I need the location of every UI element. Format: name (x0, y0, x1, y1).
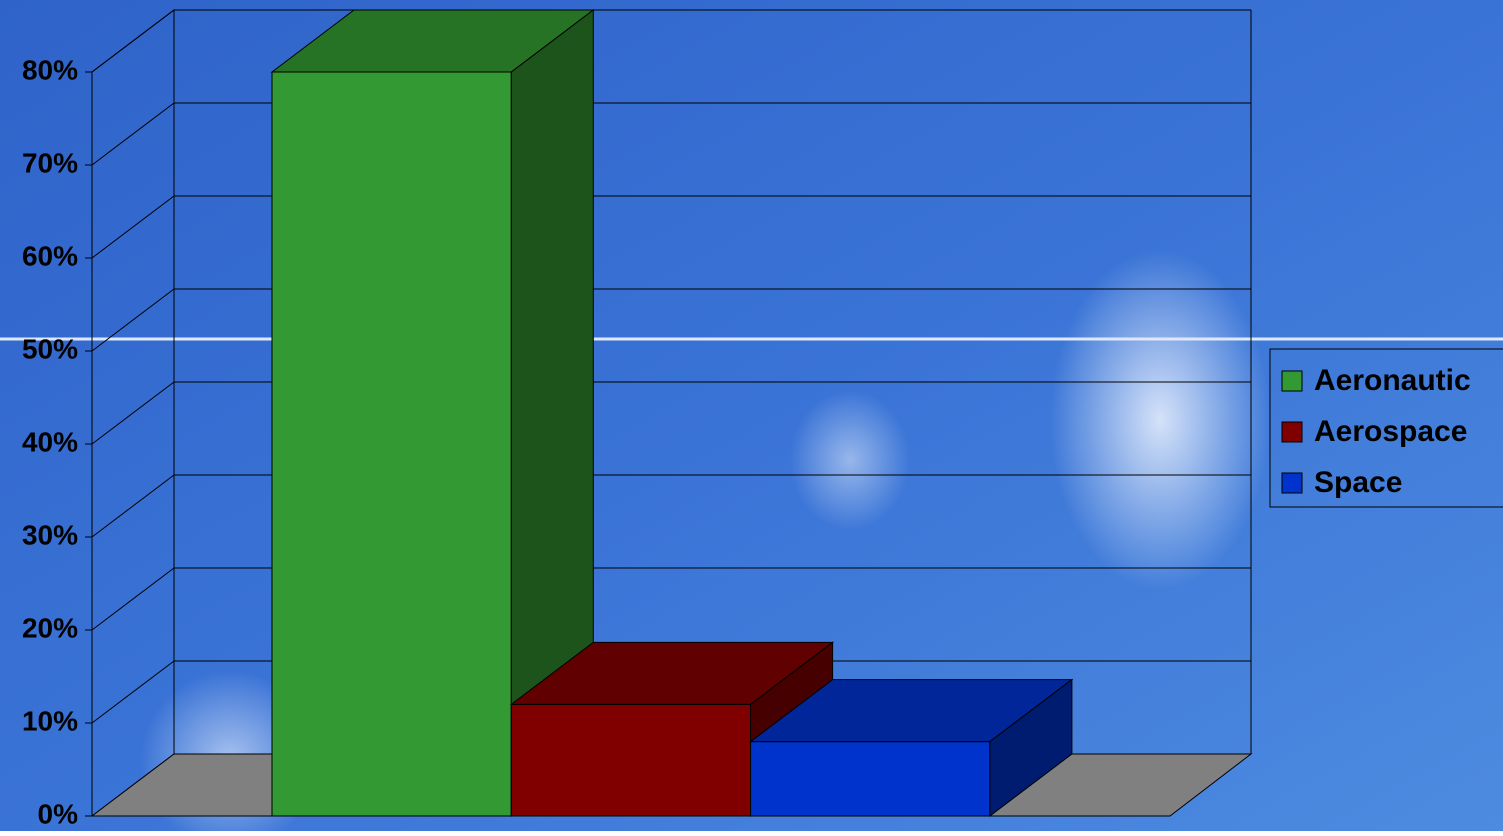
legend-box (1269, 348, 1503, 508)
bar-front (750, 741, 991, 817)
y-tick-label: 60% (22, 240, 78, 271)
grid-line (91, 195, 175, 259)
y-tick-label: 10% (22, 705, 78, 736)
cloud (1050, 250, 1270, 590)
y-tick-label: 40% (22, 426, 78, 457)
grid-line (91, 381, 175, 445)
y-tick-label: 80% (22, 54, 78, 85)
legend-swatch (1281, 370, 1303, 392)
grid-line (91, 660, 175, 724)
grid-line (91, 474, 175, 538)
bar-front (271, 71, 512, 817)
legend-swatch (1281, 421, 1303, 443)
cloud (790, 390, 910, 530)
grid-line (91, 9, 175, 73)
y-tick-label: 70% (22, 147, 78, 178)
grid-line (91, 288, 175, 352)
bar-side (989, 678, 1073, 818)
legend-label: Aerospace (1314, 415, 1467, 448)
y-tick-label: 0% (38, 798, 79, 829)
legend-label: Aeronautic (1314, 364, 1471, 397)
grid-line (91, 102, 175, 166)
y-tick-label: 30% (22, 519, 78, 550)
bar-front (510, 703, 752, 817)
y-tick-label: 50% (22, 333, 78, 364)
grid-line (91, 567, 175, 631)
legend-swatch (1281, 472, 1303, 494)
y-tick-label: 20% (22, 612, 78, 643)
legend-label: Space (1314, 466, 1402, 499)
